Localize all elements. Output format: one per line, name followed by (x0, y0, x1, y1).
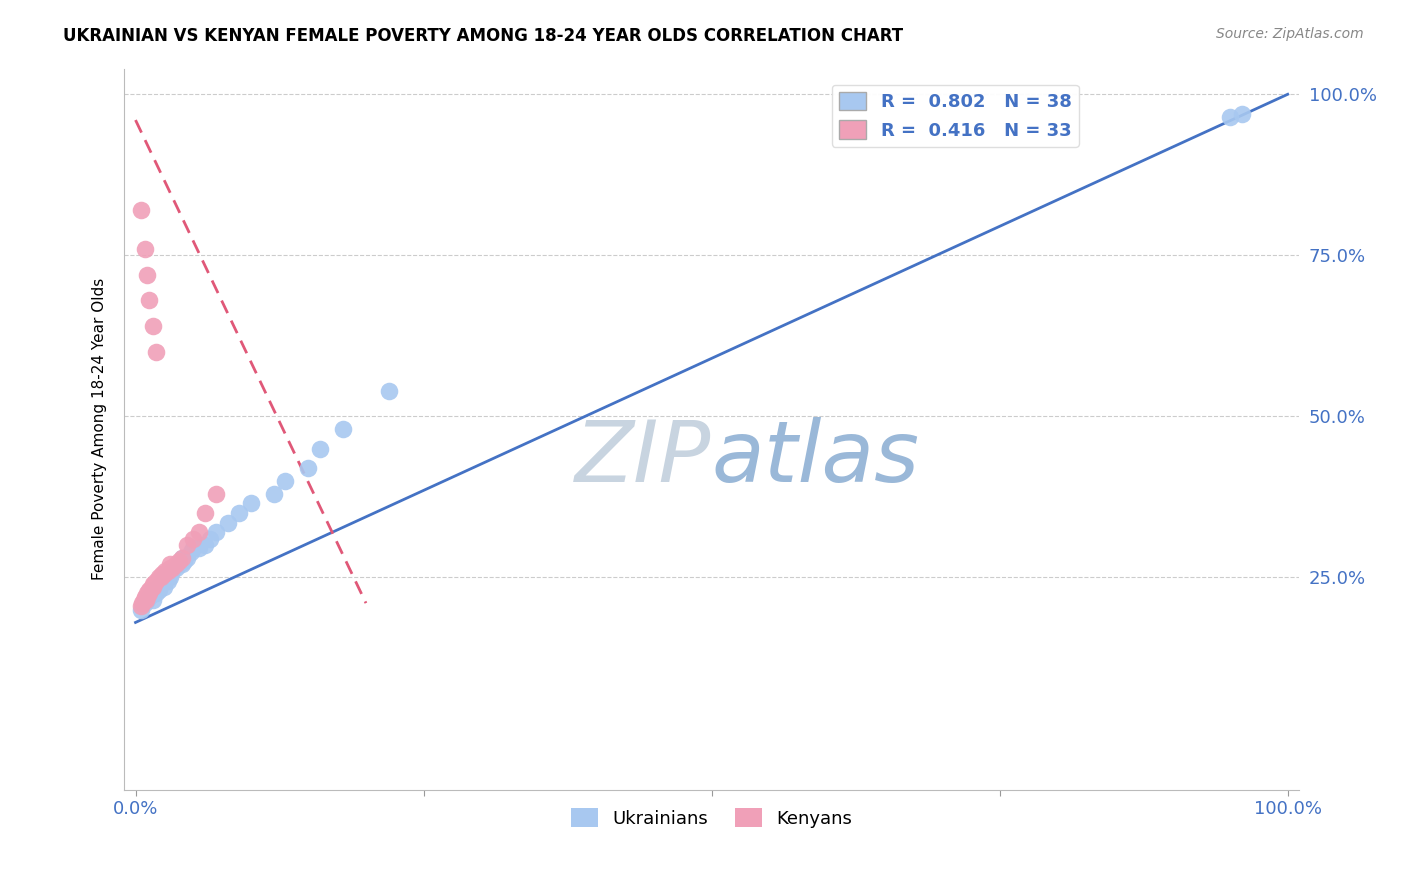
Point (181, 532, 204, 546)
Point (1219, 110, 1241, 124)
Point (159, 560, 181, 574)
Point (187, 525, 209, 540)
Text: Source: ZipAtlas.com: Source: ZipAtlas.com (1216, 27, 1364, 41)
Y-axis label: Female Poverty Among 18-24 Year Olds: Female Poverty Among 18-24 Year Olds (93, 278, 107, 581)
Point (170, 558, 193, 572)
Point (142, 593, 165, 607)
Point (332, 422, 354, 436)
Point (138, 293, 160, 308)
Point (142, 576, 165, 591)
Point (263, 486, 285, 500)
Point (136, 268, 159, 282)
Point (165, 560, 187, 574)
Point (156, 574, 179, 588)
Point (181, 541, 204, 556)
Point (274, 474, 297, 488)
Point (153, 580, 176, 594)
Point (153, 570, 176, 584)
Point (159, 570, 181, 584)
Point (135, 593, 157, 607)
Point (149, 576, 172, 591)
Point (129, 599, 152, 614)
Point (148, 570, 170, 584)
Point (142, 576, 165, 591)
Point (180, 544, 202, 558)
Point (205, 486, 228, 500)
Point (139, 583, 162, 598)
Point (136, 590, 159, 604)
Point (136, 593, 159, 607)
Point (138, 586, 160, 600)
Point (217, 516, 239, 530)
Point (170, 551, 193, 566)
Point (194, 506, 217, 520)
Point (159, 567, 181, 582)
Point (134, 242, 156, 256)
Point (149, 570, 172, 584)
Text: UKRAINIAN VS KENYAN FEMALE POVERTY AMONG 18-24 YEAR OLDS CORRELATION CHART: UKRAINIAN VS KENYAN FEMALE POVERTY AMONG… (63, 27, 904, 45)
Point (142, 580, 165, 594)
Point (138, 590, 160, 604)
Point (187, 541, 209, 556)
Point (162, 560, 184, 574)
Text: ZIP: ZIP (575, 417, 711, 500)
Text: atlas: atlas (711, 417, 920, 500)
Point (155, 564, 177, 578)
Point (129, 602, 152, 616)
Point (148, 583, 170, 598)
Point (165, 558, 187, 572)
Point (169, 554, 191, 568)
Point (176, 538, 198, 552)
Point (378, 384, 401, 398)
Point (228, 506, 250, 520)
Legend: Ukrainians, Kenyans: Ukrainians, Kenyans (564, 801, 859, 835)
Point (138, 583, 160, 598)
Point (142, 319, 165, 334)
Point (1230, 106, 1253, 120)
Point (145, 586, 167, 600)
Point (297, 461, 319, 475)
Point (145, 345, 167, 359)
Point (150, 567, 173, 582)
Point (134, 591, 156, 605)
Point (141, 580, 163, 594)
Point (170, 551, 193, 566)
Point (309, 442, 332, 456)
Point (132, 593, 155, 607)
Point (194, 538, 217, 552)
Point (134, 596, 156, 610)
Point (136, 586, 159, 600)
Point (169, 558, 191, 572)
Point (153, 567, 176, 582)
Point (142, 583, 165, 598)
Point (159, 558, 181, 572)
Point (134, 590, 156, 604)
Point (145, 574, 167, 588)
Point (131, 596, 153, 610)
Point (239, 496, 262, 510)
Point (200, 532, 222, 546)
Point (176, 551, 198, 566)
Point (162, 564, 184, 578)
Point (205, 525, 228, 540)
Point (173, 554, 195, 568)
Point (129, 203, 152, 218)
Point (156, 564, 179, 578)
